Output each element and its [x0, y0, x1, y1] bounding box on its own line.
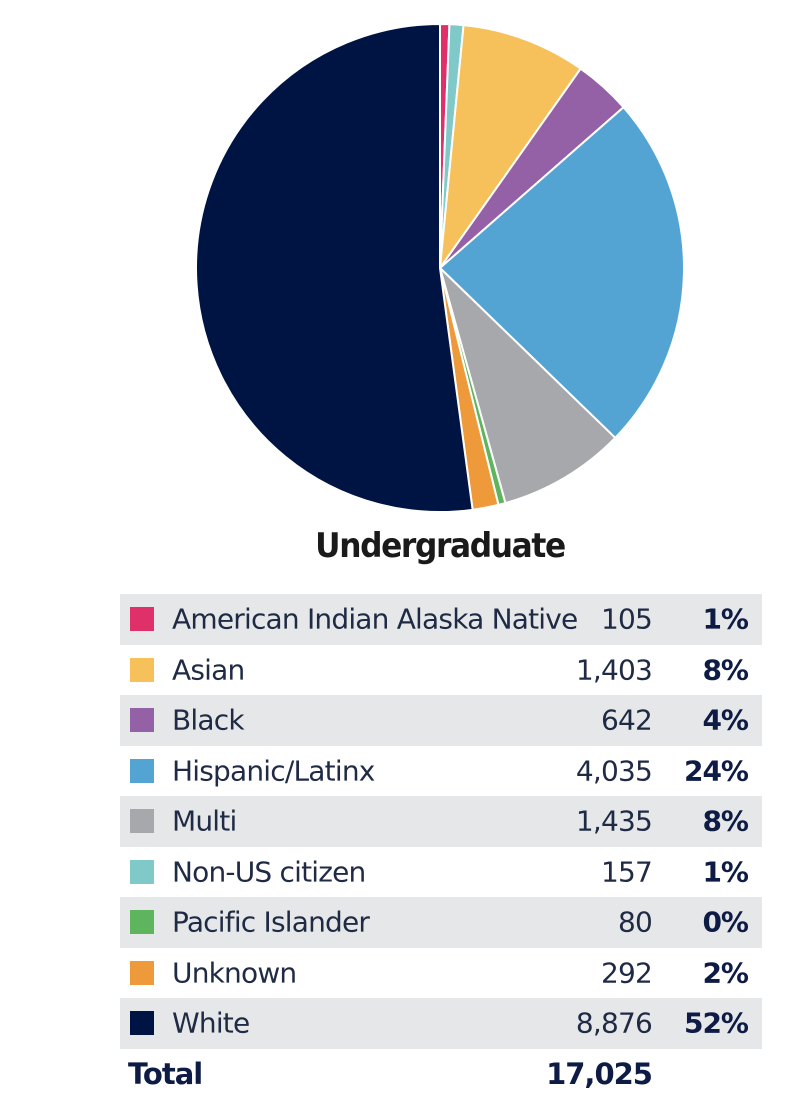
legend-label: Non-US citizen [172, 855, 366, 889]
legend-percent: 24% [683, 754, 749, 788]
legend-label: Multi [172, 804, 237, 838]
legend-count: 8,876 [575, 1006, 653, 1040]
legend-row: Unknown 292 2% [120, 948, 762, 999]
legend-percent: 2% [702, 956, 749, 990]
legend-count: 105 [600, 602, 653, 636]
legend-count: 642 [600, 703, 653, 737]
legend-table: American Indian Alaska Native 105 1% Asi… [120, 594, 762, 1099]
legend-row: American Indian Alaska Native 105 1% [120, 594, 762, 645]
legend-percent: 52% [683, 1006, 749, 1040]
total-label: Total [128, 1056, 203, 1091]
legend-swatch [130, 960, 154, 985]
legend-label: Unknown [172, 956, 297, 990]
legend-swatch [130, 859, 154, 884]
legend-swatch [130, 758, 154, 783]
legend-label: Hispanic/Latinx [172, 754, 375, 788]
legend-count: 157 [600, 855, 653, 889]
legend-label: Asian [172, 653, 245, 687]
total-row: Total 17,025 [120, 1049, 762, 1099]
pie-slice-white [195, 24, 474, 513]
chart-title: Undergraduate [315, 526, 566, 566]
legend-row: Multi 1,435 8% [120, 796, 762, 847]
legend-row: Pacific Islander 80 0% [120, 897, 762, 948]
legend-swatch [130, 607, 154, 632]
legend-row: White 8,876 52% [120, 998, 762, 1049]
legend-count: 1,435 [575, 804, 653, 838]
legend-row: Non-US citizen 157 1% [120, 847, 762, 898]
legend-count: 292 [600, 956, 653, 990]
legend-swatch [130, 708, 154, 733]
total-value: 17,025 [546, 1056, 653, 1091]
legend-label: White [172, 1006, 250, 1040]
legend-row: Asian 1,403 8% [120, 645, 762, 696]
legend-percent: 1% [702, 602, 749, 636]
legend-percent: 1% [702, 855, 749, 889]
legend-percent: 4% [702, 703, 749, 737]
legend-count: 4,035 [575, 754, 653, 788]
legend-count: 1,403 [575, 653, 653, 687]
pie-chart [195, 24, 685, 513]
legend-swatch [130, 657, 154, 682]
legend-count: 80 [617, 905, 653, 939]
legend-percent: 0% [702, 905, 749, 939]
legend-row: Hispanic/Latinx 4,035 24% [120, 746, 762, 797]
legend-percent: 8% [702, 804, 749, 838]
legend-percent: 8% [702, 653, 749, 687]
pie-slice-asian [439, 24, 582, 269]
legend-swatch [130, 910, 154, 935]
legend-row: Black 642 4% [120, 695, 762, 746]
pie-slice-multi [439, 267, 617, 505]
pie-slice-hispanic-latinx [439, 106, 685, 439]
legend-label: Pacific Islander [172, 905, 370, 939]
legend-label: Black [172, 703, 245, 737]
legend-swatch [130, 1011, 154, 1036]
legend-label: American Indian Alaska Native [172, 602, 578, 636]
legend-swatch [130, 809, 154, 834]
